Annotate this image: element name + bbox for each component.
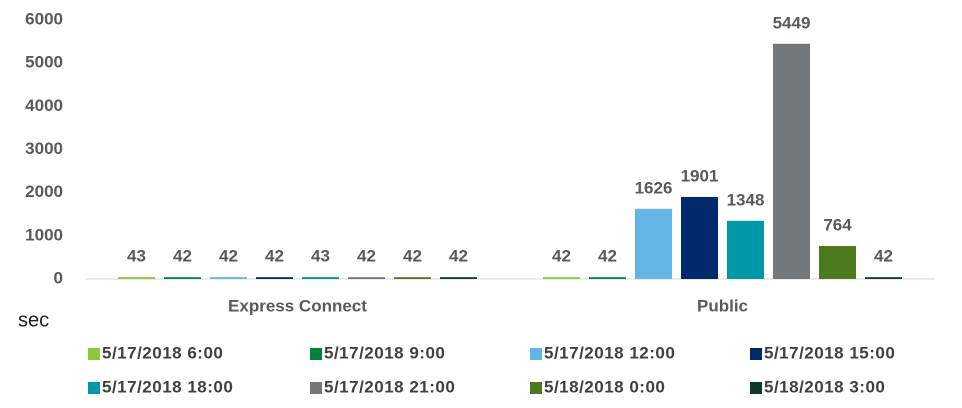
legend-label: 5/17/2018 18:00 — [102, 377, 233, 396]
value-label: 43 — [127, 247, 146, 266]
y-tick-label: 2000 — [25, 182, 63, 201]
bar — [635, 208, 672, 279]
bar — [773, 43, 810, 279]
legend-swatch — [530, 348, 542, 360]
bar — [256, 277, 293, 279]
bar — [589, 277, 626, 279]
legend-label: 5/18/2018 0:00 — [544, 377, 665, 396]
bar — [543, 277, 580, 279]
bar — [164, 277, 201, 279]
y-axis-label: sec — [18, 309, 49, 331]
value-label: 42 — [598, 247, 617, 266]
value-label: 42 — [403, 247, 422, 266]
value-label: 42 — [265, 247, 284, 266]
bar — [865, 277, 902, 279]
y-tick-label: 3000 — [25, 139, 63, 158]
bar — [210, 277, 247, 279]
y-tick-label: 0 — [54, 268, 63, 287]
legend-swatch — [88, 348, 100, 360]
legend-swatch — [310, 348, 322, 360]
value-label: 1901 — [681, 166, 719, 185]
bar — [819, 246, 856, 279]
y-tick-label: 4000 — [25, 96, 63, 115]
x-tick-label: Public — [697, 296, 748, 315]
bar — [727, 220, 764, 279]
legend-label: 5/17/2018 6:00 — [102, 343, 223, 362]
value-label: 5449 — [773, 13, 811, 32]
legend-label: 5/17/2018 15:00 — [764, 343, 895, 362]
y-tick-label: 6000 — [25, 9, 63, 28]
legend-swatch — [750, 348, 762, 360]
legend-label: 5/17/2018 21:00 — [324, 377, 455, 396]
value-label: 42 — [449, 247, 468, 266]
legend-swatch — [310, 382, 322, 394]
value-label: 1626 — [635, 178, 673, 197]
bar — [681, 196, 718, 279]
legend-swatch — [88, 382, 100, 394]
value-label: 42 — [173, 247, 192, 266]
bar — [440, 277, 477, 279]
bar — [394, 277, 431, 279]
legend-label: 5/17/2018 9:00 — [324, 343, 445, 362]
legend-swatch — [530, 382, 542, 394]
bar — [302, 277, 339, 279]
value-label: 1348 — [727, 190, 765, 209]
legend-label: 5/18/2018 3:00 — [764, 377, 885, 396]
y-tick-label: 5000 — [25, 53, 63, 72]
bar — [348, 277, 385, 279]
x-tick-label: Express Connect — [228, 296, 367, 315]
value-label: 42 — [552, 247, 571, 266]
bar — [118, 277, 155, 279]
value-label: 43 — [311, 247, 330, 266]
value-label: 42 — [219, 247, 238, 266]
value-label: 42 — [874, 247, 893, 266]
legend-swatch — [750, 382, 762, 394]
value-label: 42 — [357, 247, 376, 266]
y-tick-label: 1000 — [25, 225, 63, 244]
legend-label: 5/17/2018 12:00 — [544, 343, 675, 362]
value-label: 764 — [823, 216, 852, 235]
